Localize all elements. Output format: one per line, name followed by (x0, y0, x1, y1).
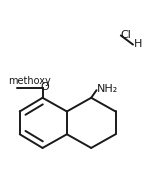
Text: methoxy: methoxy (8, 76, 51, 86)
Text: NH₂: NH₂ (97, 84, 119, 94)
Text: H: H (133, 39, 142, 49)
Text: Cl: Cl (121, 30, 132, 40)
Text: O: O (40, 82, 49, 92)
